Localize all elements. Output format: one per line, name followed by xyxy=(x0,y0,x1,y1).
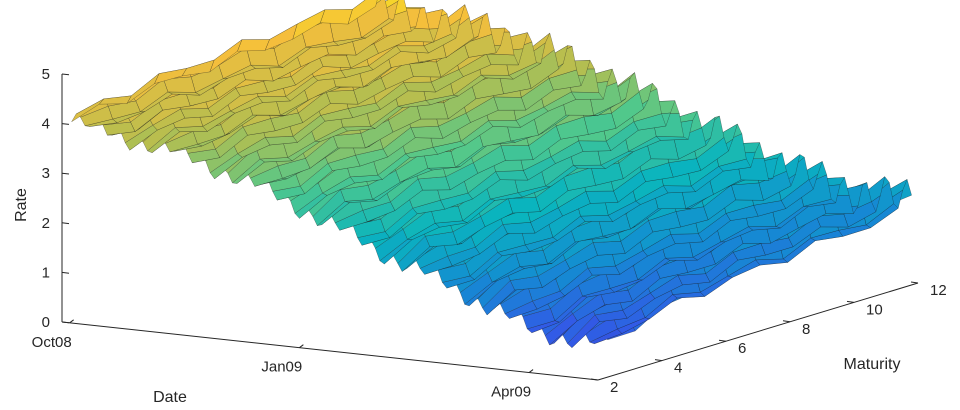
z-tick-label: 1 xyxy=(42,264,50,281)
date-tick-mark xyxy=(69,319,74,324)
maturity-tick-label: 4 xyxy=(674,360,682,377)
z-tick-label: 3 xyxy=(42,165,50,182)
maturity-tick-mark xyxy=(910,281,919,284)
surface-patch xyxy=(731,182,764,201)
surface-plot xyxy=(71,0,912,348)
maturity-tick-mark xyxy=(846,300,855,303)
z-tick-mark xyxy=(61,222,70,225)
z-tick-mark xyxy=(61,271,70,274)
surface-patch xyxy=(488,120,521,128)
date-tick-mark xyxy=(528,369,534,373)
maturity-tick-label: 6 xyxy=(738,340,746,357)
surface-patch xyxy=(585,190,619,204)
date-tick-label: Apr09 xyxy=(491,384,531,401)
date-ticks: Oct08 Jan09 Apr09 xyxy=(32,319,534,401)
surface-patch xyxy=(670,233,704,244)
z-tick-mark xyxy=(61,172,70,175)
chart-axes xyxy=(61,74,919,381)
surface-patch xyxy=(592,241,626,256)
maturity-tick-mark xyxy=(654,359,663,362)
maturity-tick-label: 10 xyxy=(866,301,883,318)
y-axis-label: Maturity xyxy=(844,356,901,373)
surface-patch xyxy=(578,140,611,152)
surface-patch xyxy=(325,90,359,105)
surface-patch xyxy=(495,170,529,181)
maturity-axis-line xyxy=(597,282,919,381)
date-tick-mark xyxy=(299,344,304,349)
surface-patch xyxy=(580,215,613,222)
surface-patch xyxy=(318,55,352,69)
z-tick-label: 4 xyxy=(42,116,50,133)
maturity-tick-label: 8 xyxy=(802,321,810,338)
z-tick-label: 2 xyxy=(42,215,50,232)
surface-patch xyxy=(493,96,527,111)
surface-patch xyxy=(98,95,132,105)
surface-patch xyxy=(320,9,353,25)
x-axis-label: Date xyxy=(153,389,187,406)
surface-patch xyxy=(180,108,213,119)
z-ticks: 0 1 2 3 4 5 xyxy=(42,66,70,331)
date-tick-label: Jan09 xyxy=(261,359,302,376)
date-tick-label: Oct08 xyxy=(32,334,72,351)
z-tick-mark xyxy=(61,321,70,324)
date-axis-line xyxy=(61,321,599,381)
z-tick-mark xyxy=(61,73,70,76)
z-tick-mark xyxy=(61,123,70,125)
surface-patch xyxy=(237,39,270,52)
surface-patch xyxy=(500,145,534,161)
surface-patch xyxy=(663,185,696,194)
maturity-ticks: 2 4 6 8 10 12 xyxy=(590,281,947,396)
z-tick-label: 5 xyxy=(42,66,50,83)
z-axis-label: Rate xyxy=(13,188,30,222)
surface-patch xyxy=(332,133,366,149)
z-tick-label: 0 xyxy=(42,314,50,331)
surface-patch xyxy=(403,81,436,93)
maturity-tick-mark xyxy=(782,320,791,323)
surface-patch xyxy=(71,98,104,122)
surface-patch xyxy=(486,53,519,66)
surface-patch xyxy=(507,197,541,214)
maturity-tick-mark xyxy=(718,339,727,342)
surface-patch xyxy=(570,91,604,100)
surface-patch xyxy=(410,126,444,139)
maturity-tick-mark xyxy=(590,378,599,381)
maturity-tick-label: 2 xyxy=(610,379,618,396)
surface-patch xyxy=(572,164,606,169)
maturity-tick-label: 12 xyxy=(930,282,947,299)
